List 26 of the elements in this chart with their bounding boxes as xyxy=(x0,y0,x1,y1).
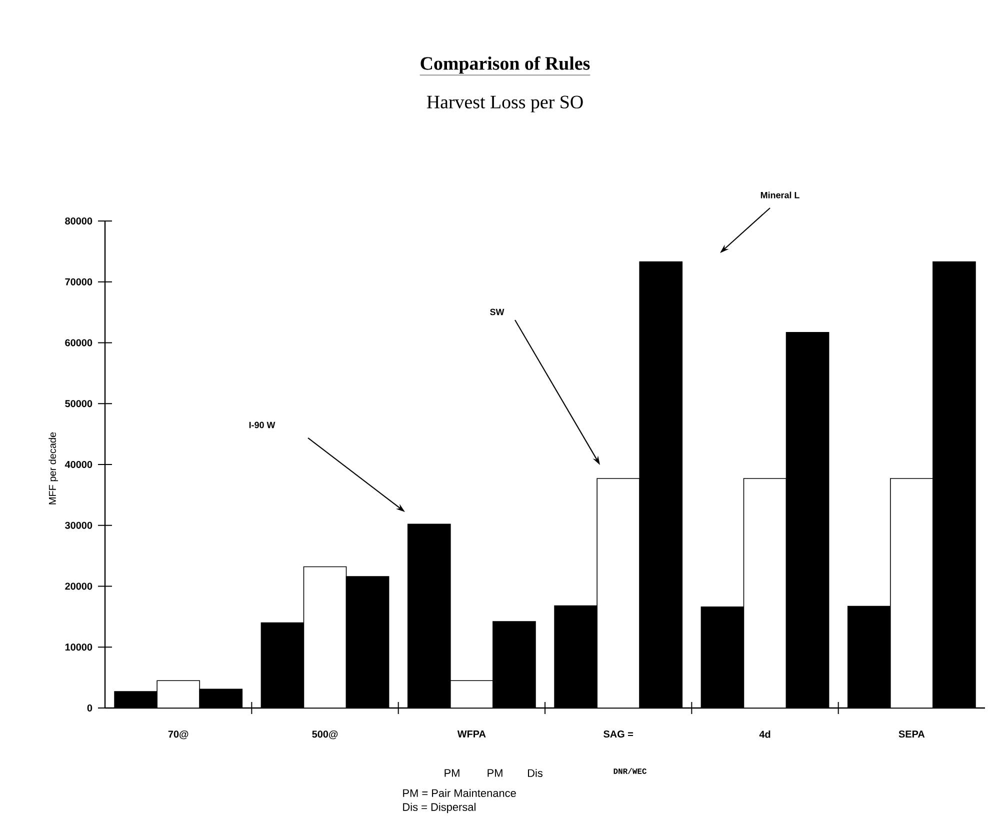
y-axis-title: MFF per decade xyxy=(48,432,58,504)
y-tick-label: 0 xyxy=(87,704,92,712)
annotation: I-90 W xyxy=(249,422,276,428)
x-tick-label: 4d xyxy=(759,730,770,738)
text: Mineral L xyxy=(760,192,800,198)
annotation: SW xyxy=(490,308,504,316)
x-tick-label: SAG = xyxy=(604,730,634,738)
y-tick-label: 30000 xyxy=(65,522,92,529)
x-tick-label: WFPA xyxy=(457,730,486,738)
y-tick-label: 10000 xyxy=(65,644,92,651)
x-tick-label: SEPA xyxy=(898,730,925,738)
text: Dis xyxy=(528,768,543,778)
x-tick-label: 500@ xyxy=(312,730,338,740)
y-tick-label: 50000 xyxy=(65,400,92,408)
y-tick-label: 20000 xyxy=(65,582,92,590)
text: PM = Pair Maintenance xyxy=(403,788,516,798)
text: PM xyxy=(488,769,502,777)
text: Dis = Dispersal xyxy=(403,802,476,814)
y-tick-label: 70000 xyxy=(65,278,92,286)
chart-subtitle: Harvest Loss per SO xyxy=(426,96,583,112)
y-tick-label: 40000 xyxy=(64,460,92,468)
y-tick-label: 60000 xyxy=(65,339,92,346)
text: PM xyxy=(444,769,460,777)
y-tick-label: 80000 xyxy=(65,217,92,225)
x-tick-label: 70@ xyxy=(168,730,188,740)
chart-title: Comparison of Rules xyxy=(420,56,590,74)
